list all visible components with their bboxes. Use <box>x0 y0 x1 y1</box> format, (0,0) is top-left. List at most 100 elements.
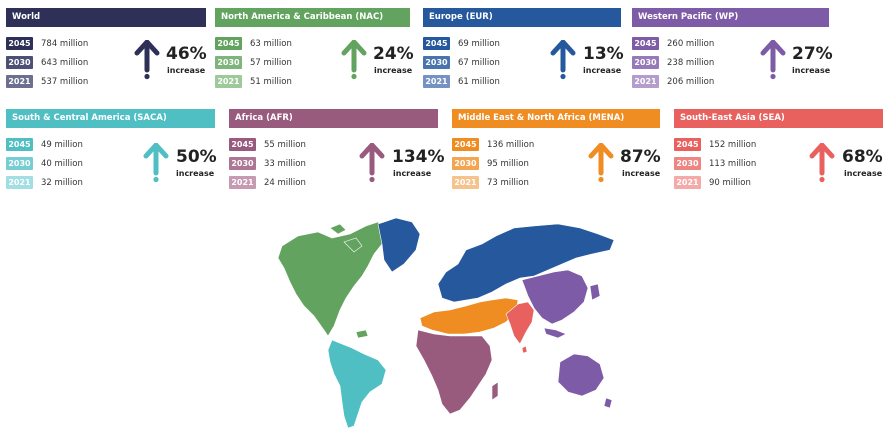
percent-label: 50% <box>176 147 217 167</box>
percent-label: 24% <box>373 44 414 64</box>
year-badge: 2021 <box>632 75 659 88</box>
panel-eur: Europe (EUR) 2045 69 million 2030 67 milli… <box>423 8 624 91</box>
panel-header: Europe (EUR) <box>423 8 621 27</box>
value-text: 95 million <box>487 158 529 169</box>
year-badge: 2021 <box>229 176 256 189</box>
year-badge: 2030 <box>229 157 256 170</box>
year-rows: 2045 260 million 2030 238 million 2021 206 … <box>632 34 714 91</box>
percent-label: 13% <box>583 44 624 64</box>
percent-label: 46% <box>166 44 207 64</box>
row-2030: 2030 67 million <box>423 53 500 72</box>
world-map <box>277 217 615 429</box>
row-2021: 2021 51 million <box>215 72 292 91</box>
row-2045: 2045 49 million <box>6 135 83 154</box>
up-arrow-icon <box>550 40 576 80</box>
value-text: 67 million <box>458 57 500 68</box>
value-text: 136 million <box>487 139 535 150</box>
year-rows: 2045 55 million 2030 33 million 2021 24 mil… <box>229 135 306 192</box>
row-2030: 2030 238 million <box>632 53 714 72</box>
year-badge: 2045 <box>6 37 33 50</box>
value-text: 57 million <box>250 57 292 68</box>
value-text: 260 million <box>667 38 715 49</box>
year-badge: 2030 <box>6 157 33 170</box>
year-badge: 2030 <box>452 157 479 170</box>
increase-label: increase <box>393 169 432 178</box>
row-2030: 2030 95 million <box>452 154 534 173</box>
panel-header: World <box>6 8 206 27</box>
value-text: 32 million <box>41 177 83 188</box>
year-badge: 2030 <box>215 56 242 69</box>
region-greenland-shape <box>377 217 421 273</box>
row-2021: 2021 90 million <box>674 173 756 192</box>
value-text: 55 million <box>264 139 306 150</box>
row-2021: 2021 537 million <box>6 72 88 91</box>
increase-label: increase <box>583 66 622 75</box>
region-wp-islands <box>543 283 601 339</box>
increase-label: increase <box>792 66 831 75</box>
row-2021: 2021 206 million <box>632 72 714 91</box>
value-text: 49 million <box>41 139 83 150</box>
value-text: 33 million <box>264 158 306 169</box>
panel-mena: Middle East & North Africa (MENA) 2045 13… <box>452 109 661 192</box>
year-badge: 2045 <box>215 37 242 50</box>
value-text: 152 million <box>709 139 757 150</box>
year-badge: 2030 <box>423 56 450 69</box>
value-text: 51 million <box>250 76 292 87</box>
region-afr-island <box>491 381 499 401</box>
row-2021: 2021 61 million <box>423 72 500 91</box>
value-text: 24 million <box>264 177 306 188</box>
panel-header: Western Pacific (WP) <box>632 8 829 27</box>
region-sea-island <box>521 345 528 354</box>
panel-sea: South-East Asia (SEA) 2045 152 million 20… <box>674 109 883 191</box>
panel-header: South-East Asia (SEA) <box>674 109 883 128</box>
panel-saca: South & Central America (SACA) 2045 49 mi… <box>6 109 217 192</box>
region-sea-shape <box>505 301 535 345</box>
year-badge: 2045 <box>632 37 659 50</box>
value-text: 643 million <box>41 57 89 68</box>
year-badge: 2030 <box>632 56 659 69</box>
year-badge: 2021 <box>6 75 33 88</box>
region-nac-shape <box>277 221 389 337</box>
value-text: 206 million <box>667 76 715 87</box>
increase-label: increase <box>844 169 883 178</box>
year-rows: 2045 152 million 2030 113 million 2021 90 m… <box>674 135 756 192</box>
year-badge: 2045 <box>229 138 256 151</box>
value-text: 537 million <box>41 76 89 87</box>
row-2021: 2021 32 million <box>6 173 83 192</box>
value-text: 73 million <box>487 177 529 188</box>
panel-header: Middle East & North Africa (MENA) <box>452 109 660 128</box>
panel-wp: Western Pacific (WP) 2045 260 million 203… <box>632 8 833 91</box>
year-badge: 2021 <box>452 176 479 189</box>
value-text: 784 million <box>41 38 89 49</box>
panel-afr: Africa (AFR) 2045 55 million 2030 33 milli… <box>229 109 445 192</box>
region-wp-shape <box>521 269 589 325</box>
up-arrow-icon <box>341 40 367 80</box>
region-mena-shape <box>419 297 519 335</box>
value-text: 238 million <box>667 57 715 68</box>
year-rows: 2045 136 million 2030 95 million 2021 73 mi… <box>452 135 534 192</box>
value-text: 61 million <box>458 76 500 87</box>
year-badge: 2045 <box>6 138 33 151</box>
percent-label: 68% <box>842 147 883 167</box>
row-2045: 2045 152 million <box>674 135 756 154</box>
increase-label: increase <box>622 169 661 178</box>
value-text: 113 million <box>709 158 757 169</box>
region-australia-shape <box>557 353 613 409</box>
up-arrow-icon <box>809 143 835 183</box>
region-afr-shape <box>415 329 493 415</box>
row-2045: 2045 69 million <box>423 34 500 53</box>
year-badge: 2045 <box>452 138 479 151</box>
year-rows: 2045 63 million 2030 57 million 2021 51 mil… <box>215 34 292 91</box>
year-rows: 2045 69 million 2030 67 million 2021 61 mil… <box>423 34 500 91</box>
value-text: 69 million <box>458 38 500 49</box>
row-2021: 2021 24 million <box>229 173 306 192</box>
up-arrow-icon <box>143 143 169 183</box>
year-badge: 2021 <box>215 75 242 88</box>
row-2045: 2045 260 million <box>632 34 714 53</box>
increase-label: increase <box>167 66 206 75</box>
increase-label: increase <box>374 66 413 75</box>
value-text: 90 million <box>709 177 751 188</box>
up-arrow-icon <box>359 143 385 183</box>
year-badge: 2030 <box>674 157 701 170</box>
panel-header: Africa (AFR) <box>229 109 438 128</box>
